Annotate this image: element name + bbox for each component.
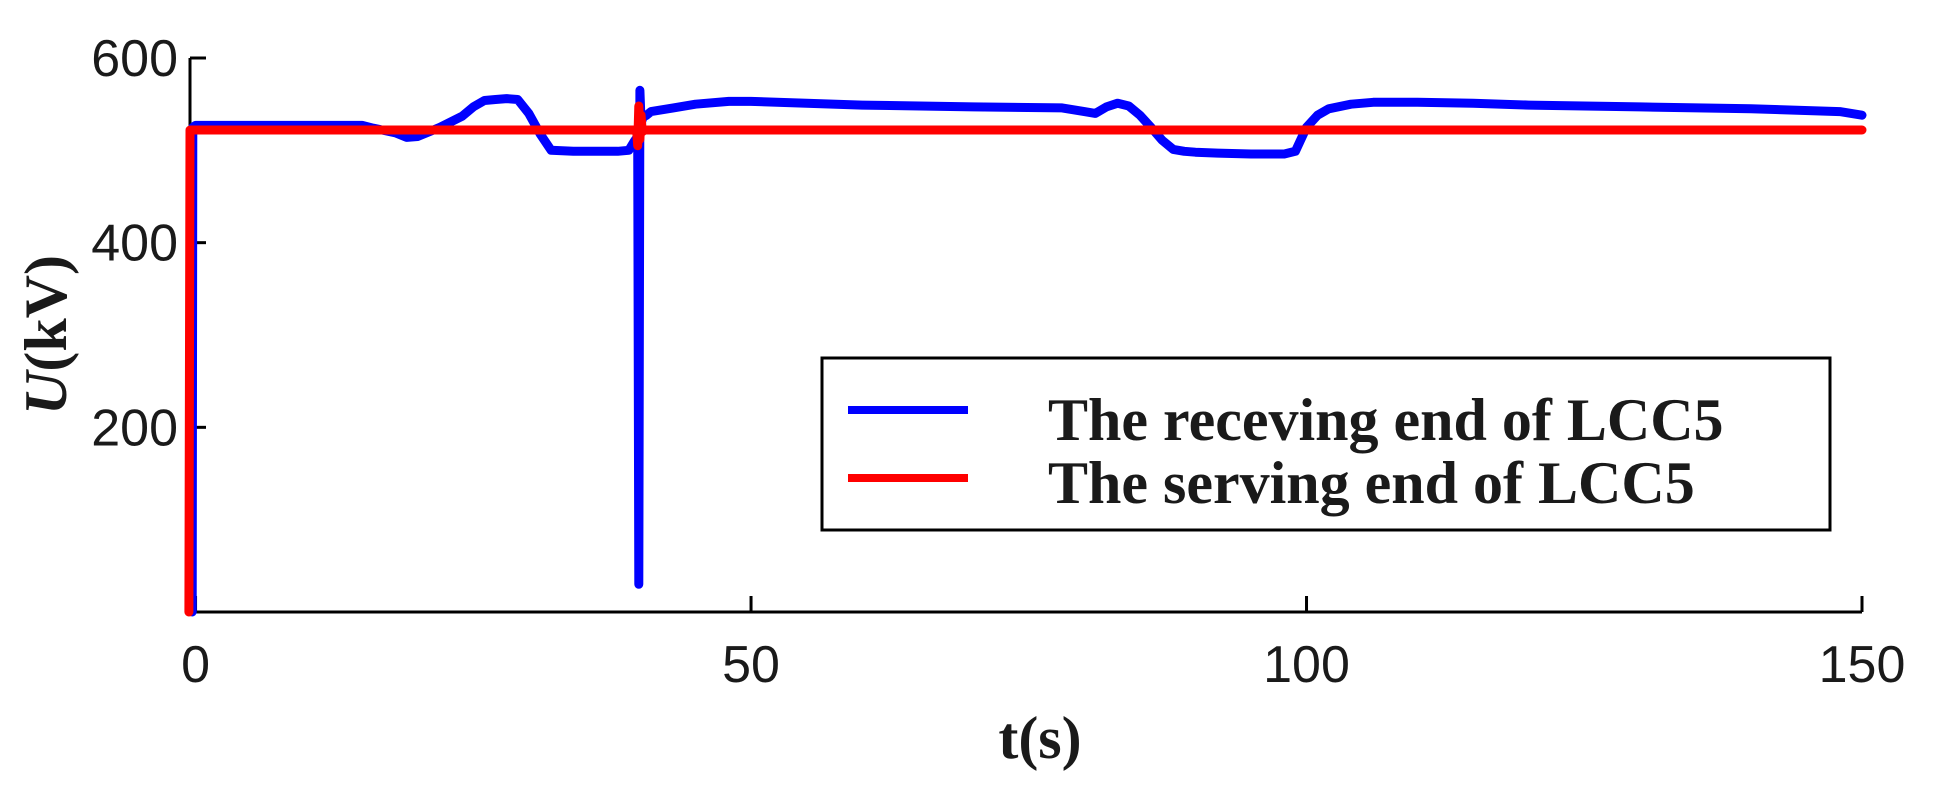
series-line-1	[187, 85, 1867, 617]
x-axis-title: t(s)	[998, 705, 1081, 771]
legend-label-2: The serving end of LCC5	[1048, 450, 1695, 516]
y-tick-label: 400	[91, 215, 178, 273]
legend-box	[820, 356, 1832, 532]
x-tick-label: 50	[722, 636, 780, 694]
series-line-2	[184, 101, 1867, 617]
x-tick-label: 0	[181, 636, 210, 694]
y-tick-label: 200	[91, 399, 178, 457]
x-tick-label: 150	[1819, 636, 1906, 694]
y-axis-title-symbol: U	[13, 369, 79, 415]
legend-label-1: The receving end of LCC5	[1048, 387, 1724, 453]
y-tick-label: 600	[91, 30, 178, 88]
y-axis-title: U(kV)	[13, 255, 79, 415]
x-tick-label: 100	[1263, 636, 1350, 694]
y-axis-title-unit: (kV)	[13, 255, 79, 372]
